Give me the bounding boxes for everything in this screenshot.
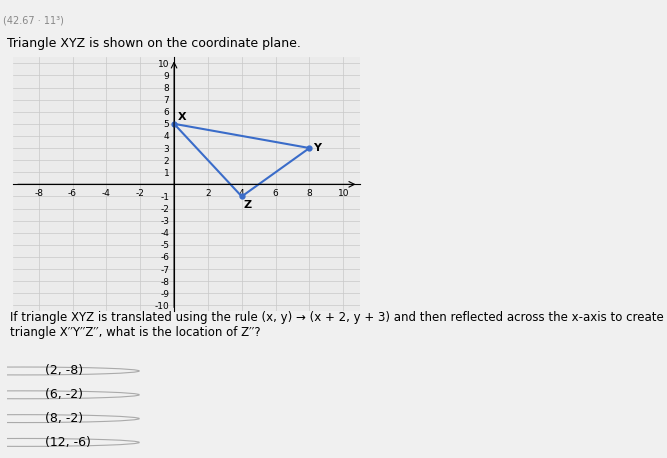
Text: (8, -2): (8, -2) — [45, 412, 83, 425]
Text: (42.67 · 11³): (42.67 · 11³) — [3, 16, 64, 26]
Text: Triangle XYZ is shown on the coordinate plane.: Triangle XYZ is shown on the coordinate … — [7, 37, 301, 50]
Text: Y: Y — [313, 143, 321, 153]
Text: Z: Z — [243, 200, 251, 210]
Text: (12, -6): (12, -6) — [45, 436, 91, 449]
Text: (6, -2): (6, -2) — [45, 388, 83, 401]
Text: If triangle XYZ is translated using the rule (x, y) → (x + 2, y + 3) and then re: If triangle XYZ is translated using the … — [10, 311, 664, 339]
Text: (2, -8): (2, -8) — [45, 365, 83, 377]
Text: X: X — [177, 112, 186, 122]
